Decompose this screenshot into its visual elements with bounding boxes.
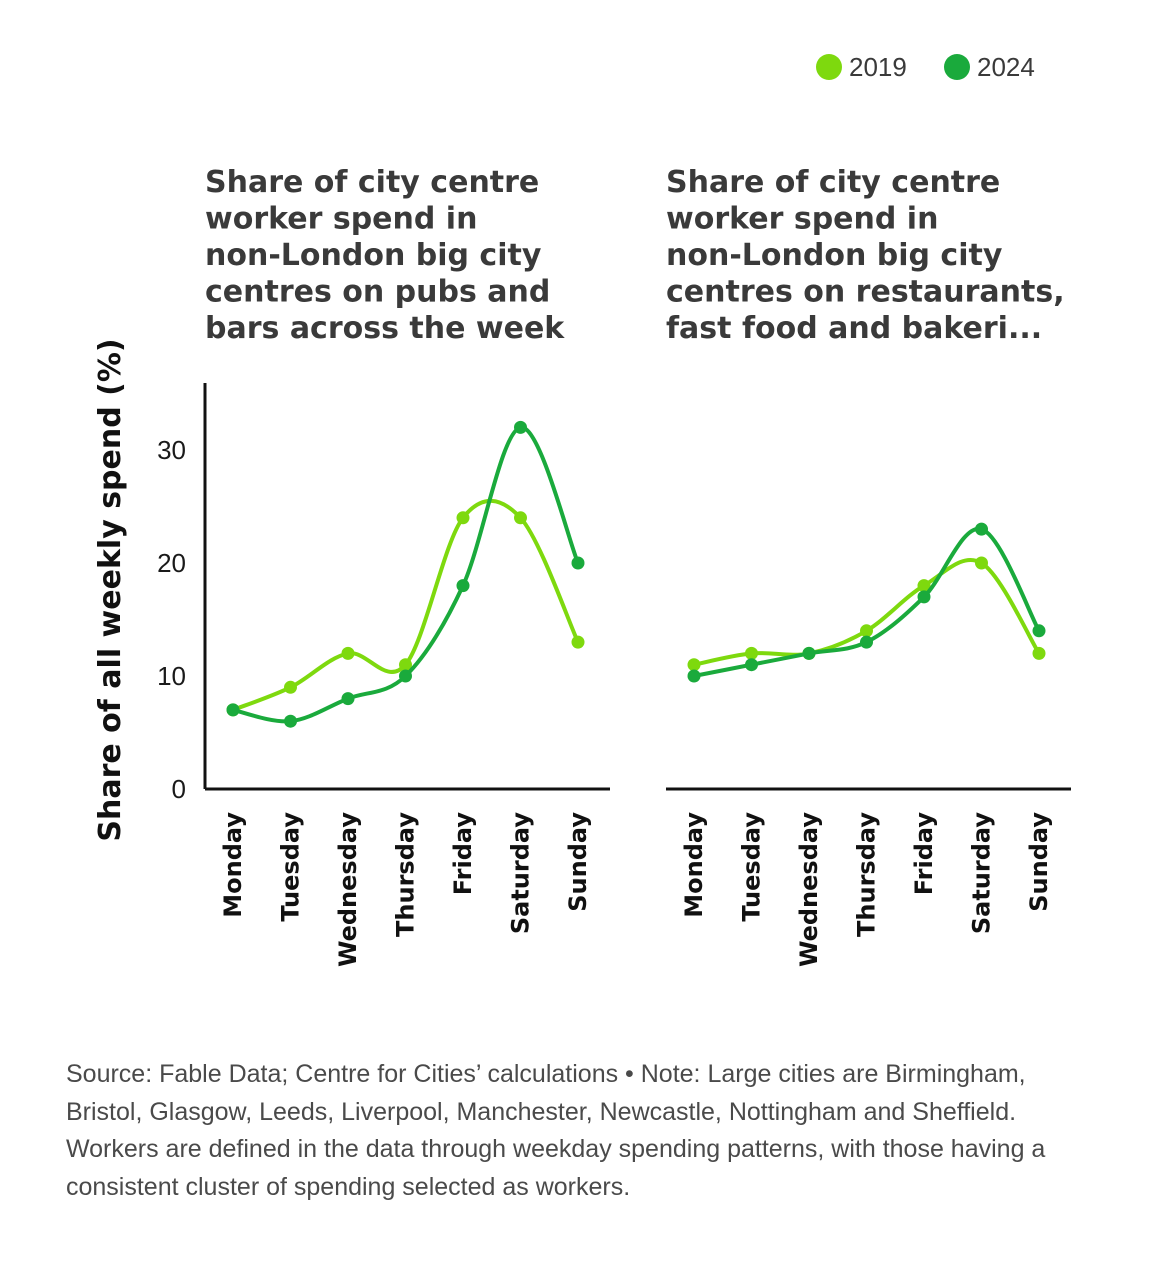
data-point-2024 bbox=[399, 669, 412, 683]
data-point-2019 bbox=[341, 646, 355, 660]
chart-title-line: worker spend in bbox=[205, 202, 477, 237]
data-point-2019 bbox=[687, 658, 701, 672]
x-tick-label: Saturday bbox=[968, 812, 996, 935]
y-axis-label: Share of all weekly spend (%) bbox=[93, 338, 128, 841]
y-tick-label: 0 bbox=[172, 774, 186, 804]
chart-title-line: bars across the week bbox=[205, 311, 565, 346]
x-tick-label: Tuesday bbox=[738, 812, 766, 922]
x-tick-label: Friday bbox=[910, 812, 938, 896]
data-point-2024 bbox=[571, 556, 585, 570]
x-tick-label: Saturday bbox=[507, 812, 535, 935]
chart-title-line: Share of city centre bbox=[666, 165, 1000, 200]
data-point-2024 bbox=[860, 635, 873, 649]
legend-marker-2019 bbox=[816, 54, 842, 80]
data-point-2019 bbox=[975, 556, 988, 570]
chart-title-line: centres on restaurants, bbox=[666, 275, 1065, 310]
data-point-2019 bbox=[860, 624, 873, 638]
data-point-2024 bbox=[226, 703, 240, 717]
y-tick-label: 30 bbox=[157, 435, 186, 465]
data-point-2019 bbox=[284, 680, 297, 694]
x-tick-label: Friday bbox=[449, 812, 477, 896]
legend-label-2019: 2019 bbox=[849, 52, 907, 82]
legend: 2019 2024 bbox=[816, 52, 1035, 82]
data-point-2024 bbox=[917, 590, 931, 604]
chart-title-line: Share of city centre bbox=[205, 165, 539, 200]
legend-marker-2024 bbox=[944, 54, 970, 80]
data-point-2024 bbox=[456, 579, 470, 593]
data-point-2024 bbox=[341, 692, 355, 706]
data-point-2019 bbox=[571, 635, 585, 649]
chart-title-line: worker spend in bbox=[666, 202, 938, 237]
x-tick-label: Monday bbox=[680, 812, 708, 918]
data-point-2019 bbox=[456, 511, 470, 525]
chart-title-line: centres on pubs and bbox=[205, 275, 550, 310]
x-tick-label: Monday bbox=[219, 812, 247, 918]
data-point-2019 bbox=[745, 646, 758, 660]
chart-title-line: non-London big city bbox=[205, 238, 542, 273]
chart-title-line: non-London big city bbox=[666, 238, 1003, 273]
series-line-2019 bbox=[692, 557, 1041, 667]
data-point-2024 bbox=[514, 420, 527, 434]
y-tick-label: 10 bbox=[157, 661, 186, 691]
x-tick-label: Wednesday bbox=[795, 812, 823, 967]
chart-title-line: fast food and bakeri... bbox=[666, 311, 1042, 346]
x-tick-label: Tuesday bbox=[277, 812, 305, 922]
x-tick-label: Thursday bbox=[853, 812, 881, 937]
data-point-2024 bbox=[284, 714, 297, 728]
x-tick-label: Sunday bbox=[564, 812, 592, 912]
data-point-2019 bbox=[1032, 646, 1046, 660]
x-tick-label: Sunday bbox=[1025, 812, 1053, 912]
data-point-2024 bbox=[1032, 624, 1046, 638]
x-tick-label: Wednesday bbox=[334, 812, 362, 967]
data-point-2024 bbox=[802, 646, 816, 660]
y-tick-label: 20 bbox=[157, 548, 186, 578]
legend-label-2024: 2024 bbox=[977, 52, 1035, 82]
data-point-2024 bbox=[745, 658, 758, 672]
data-point-2019 bbox=[514, 511, 527, 525]
data-point-2024 bbox=[687, 669, 701, 683]
x-tick-label: Thursday bbox=[392, 812, 420, 937]
data-point-2019 bbox=[399, 658, 412, 672]
series-line-2019 bbox=[231, 498, 580, 712]
data-point-2024 bbox=[975, 522, 988, 536]
data-point-2019 bbox=[917, 579, 931, 593]
source-note: Source: Fable Data; Centre for Cities’ c… bbox=[66, 1060, 1046, 1201]
series-line-2024 bbox=[231, 425, 580, 724]
